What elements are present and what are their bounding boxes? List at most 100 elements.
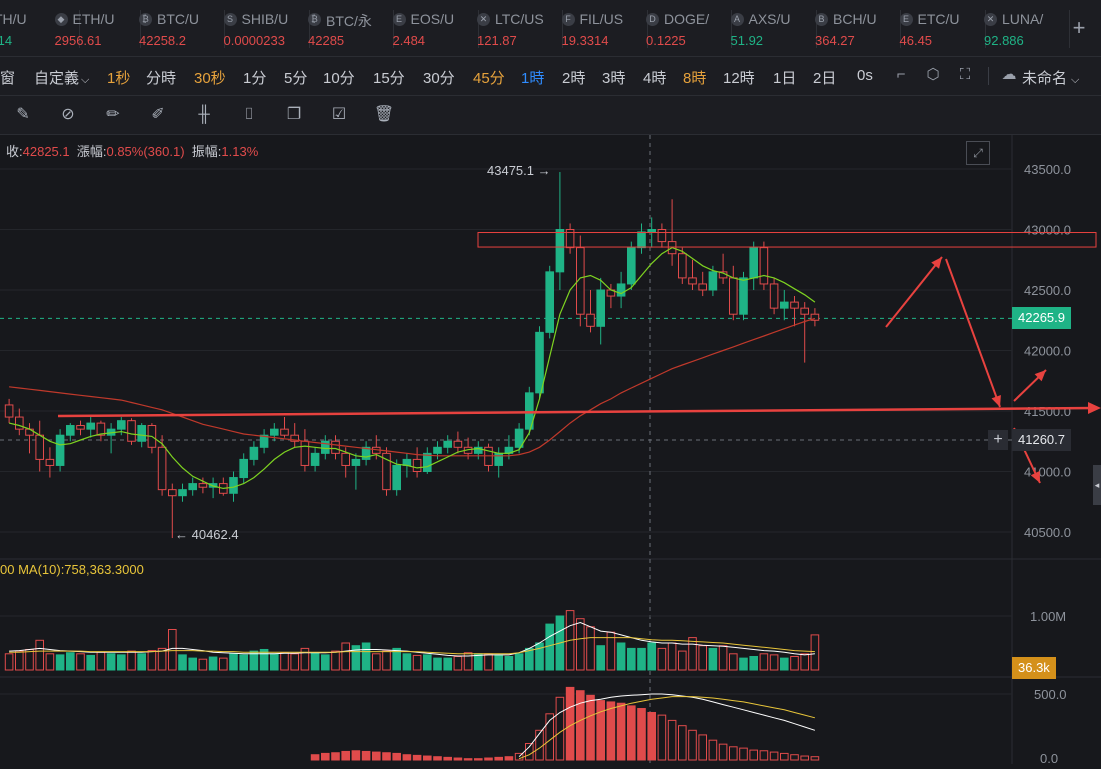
candle-body bbox=[55, 434, 65, 466]
ticker-symbol: BCH/U bbox=[833, 11, 877, 27]
timeframe-15[interactable]: 1日 bbox=[773, 70, 797, 87]
volume-bar bbox=[769, 654, 779, 671]
ticker-item[interactable]: A AXS/U 51.92 bbox=[730, 0, 817, 56]
ticker-item[interactable]: ₿ BTC/U 42258.2 bbox=[139, 0, 225, 56]
candle-body bbox=[382, 452, 391, 491]
candle-body bbox=[86, 422, 96, 430]
volume-bar bbox=[494, 654, 503, 671]
candle-body bbox=[249, 446, 259, 460]
ticker-item[interactable]: F FIL/US 19.3314 bbox=[561, 0, 648, 56]
add-order-icon[interactable]: + bbox=[988, 430, 1008, 450]
ruler-icon[interactable]: ✎ bbox=[16, 106, 30, 123]
custom-timeframe-button[interactable]: 自定義 ⌵ bbox=[34, 67, 89, 88]
macd-bar bbox=[627, 705, 636, 761]
timeframe-14[interactable]: 12時 bbox=[723, 70, 755, 87]
ticker-price: 19.3314 bbox=[561, 33, 609, 48]
ticker-item[interactable]: B BCH/U 364.27 bbox=[815, 0, 901, 56]
coin-icon: ✕ bbox=[477, 13, 490, 26]
timeframe-4[interactable]: 5分 bbox=[284, 70, 308, 87]
timeframe-12[interactable]: 4時 bbox=[643, 70, 667, 87]
coin-icon: ◆ bbox=[54, 13, 68, 26]
volume-bar bbox=[361, 642, 371, 671]
candle-body bbox=[525, 392, 534, 430]
fullscreen-icon[interactable]: ⛶ bbox=[959, 66, 971, 83]
divider bbox=[988, 67, 989, 85]
volume-bar bbox=[4, 653, 14, 671]
macd-bar bbox=[637, 708, 646, 761]
macd-bar bbox=[341, 750, 350, 761]
settings-icon[interactable]: ⬡ bbox=[926, 66, 940, 83]
volume-bar bbox=[55, 654, 65, 671]
window-label[interactable]: 窗 bbox=[0, 70, 16, 87]
volume-bar bbox=[300, 647, 310, 671]
candle-body bbox=[270, 428, 279, 436]
volume-bar bbox=[331, 650, 340, 671]
pencil-icon[interactable]: ✏ bbox=[106, 106, 120, 123]
chart-canvas[interactable]: 43500.0 43000.0 42500.0 42000.0 41500.0 41000… bbox=[0, 135, 1101, 766]
cloud-icon[interactable]: ☁ bbox=[1001, 66, 1017, 83]
ticker-symbol: DOGE/ bbox=[664, 11, 710, 27]
timeframe-3[interactable]: 1分 bbox=[243, 70, 267, 87]
change-value: 0.85%(360.1) bbox=[106, 144, 185, 159]
ticker-price: 0.0000233 bbox=[223, 33, 285, 48]
candle-body bbox=[45, 458, 55, 466]
ticker-item[interactable]: ✕ LTC/US 121.87 bbox=[477, 0, 563, 56]
macd-bar bbox=[596, 700, 606, 761]
macd-bar bbox=[810, 756, 820, 761]
macd-bar bbox=[678, 725, 687, 761]
volume-bar bbox=[504, 656, 514, 671]
timeframe-6[interactable]: 15分 bbox=[373, 70, 405, 87]
magnet-icon[interactable]: ⊘ bbox=[61, 106, 75, 123]
ticker-item[interactable]: D DOGE/0.1225 bbox=[646, 0, 732, 56]
timeframe-toolbar: 窗 自定義 ⌵ ⌐ ⬡ ⛶ ☁ 未命名 ⌵ 1秒 分時 30秒 1分 5分 10分 15分 30分… bbox=[0, 57, 1101, 96]
timeframe-17[interactable]: 0s bbox=[857, 67, 873, 84]
side-panel-handle-icon[interactable]: ◂ bbox=[1093, 465, 1101, 505]
macd-bar bbox=[667, 719, 677, 761]
timeframe-9[interactable]: 1時 bbox=[521, 70, 545, 87]
brush-icon[interactable]: ✐ bbox=[151, 106, 165, 123]
edit-icon[interactable]: ☑ bbox=[331, 106, 347, 123]
timeframe-10[interactable]: 2時 bbox=[562, 70, 586, 87]
candle-body bbox=[341, 452, 350, 466]
timeframe-11[interactable]: 3時 bbox=[602, 70, 626, 87]
timeframe-2[interactable]: 30秒 bbox=[194, 70, 226, 87]
timeframe-0[interactable]: 1秒 bbox=[107, 70, 131, 87]
timeframe-1[interactable]: 分時 bbox=[146, 70, 177, 87]
timeframe-7[interactable]: 30分 bbox=[423, 70, 455, 87]
coin-icon: A bbox=[730, 13, 744, 26]
ticker-price: 46.45 bbox=[899, 33, 933, 48]
arrow-down-1 bbox=[945, 258, 1001, 408]
volume-ma-b-line bbox=[9, 637, 815, 655]
ticker-item[interactable]: ₿ BTC/永 42285 bbox=[308, 0, 394, 56]
volume-bar bbox=[800, 653, 810, 671]
candle-body bbox=[117, 420, 126, 430]
timeframe-13[interactable]: 8時 bbox=[683, 70, 707, 87]
timeframe-5[interactable]: 10分 bbox=[323, 70, 355, 87]
crosshair-icon[interactable]: ⌐ bbox=[896, 66, 906, 83]
macd-bar bbox=[331, 752, 340, 761]
volume-bar bbox=[208, 656, 218, 671]
ticker-divider bbox=[562, 10, 563, 48]
lock-icon[interactable]: ⌷ bbox=[244, 106, 254, 123]
ticker-item[interactable]: S SHIB/U 0.0000233 bbox=[223, 0, 310, 56]
ticker-item[interactable]: TH/U .14 bbox=[0, 0, 80, 56]
layout-name-dropdown[interactable]: 未命名 ⌵ bbox=[1022, 67, 1079, 88]
timeframe-8[interactable]: 45分 bbox=[473, 70, 505, 87]
candle-body bbox=[178, 489, 187, 497]
chart-area[interactable]: 43500.0 43000.0 42500.0 42000.0 41500.0 41000… bbox=[0, 135, 1101, 766]
volume-bar bbox=[810, 634, 820, 671]
trash-icon[interactable]: 🗑 bbox=[373, 106, 395, 123]
volume-bar bbox=[616, 642, 626, 671]
ticker-item[interactable]: E EOS/U 2.484 bbox=[392, 0, 479, 56]
expand-icon[interactable]: ⤢ bbox=[966, 141, 990, 165]
add-symbol-icon[interactable]: + bbox=[1072, 15, 1086, 40]
macd-bar bbox=[647, 711, 657, 761]
coin-icon: S bbox=[223, 13, 237, 26]
ticker-item[interactable]: E ETC/U 46.45 bbox=[899, 0, 986, 56]
ticker-item[interactable]: ◆ ETH/U 2956.61 bbox=[54, 0, 141, 56]
ticker-item[interactable]: ✕ LUNA/92.886 bbox=[984, 0, 1070, 56]
timeframe-16[interactable]: 2日 bbox=[813, 70, 837, 87]
copy-icon[interactable]: ❐ bbox=[286, 106, 302, 123]
indicator-icon[interactable]: ╫ bbox=[198, 106, 210, 123]
volume-bar bbox=[596, 645, 606, 671]
